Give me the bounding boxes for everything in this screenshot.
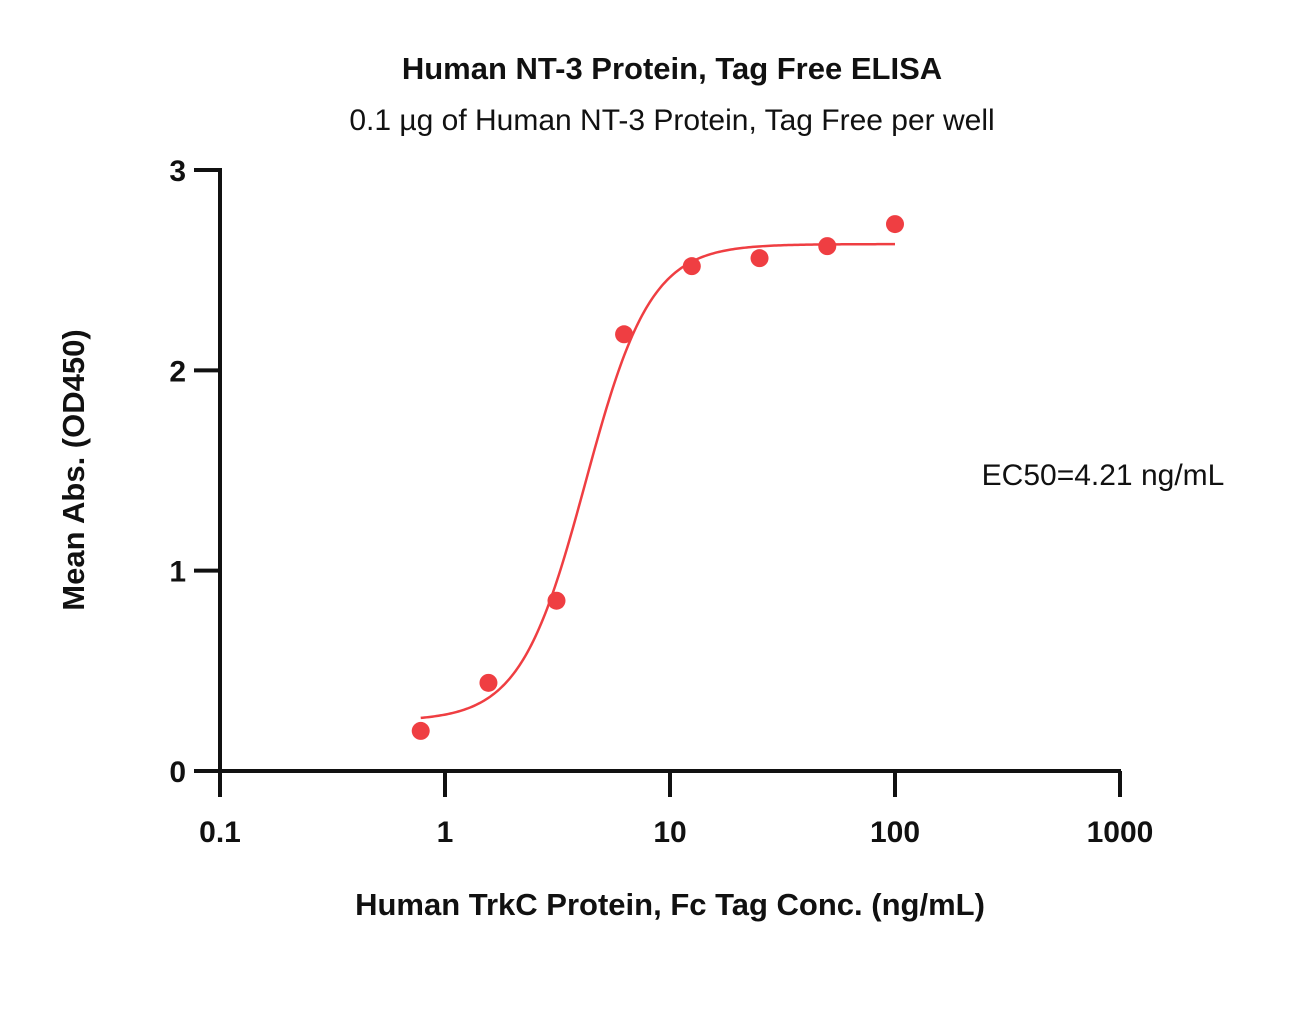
data-point [411, 721, 430, 740]
fit-curve [420, 242, 895, 720]
data-point [615, 325, 634, 344]
x-tick-label: 1000 [1087, 816, 1154, 849]
x-tick-label: 0.1 [199, 816, 241, 849]
data-point [750, 249, 769, 268]
x-tick-label: 1 [437, 816, 454, 849]
y-axis-ticks: 0 1 2 3 [169, 155, 220, 789]
y-axis-label: Mean Abs. (OD450) [56, 329, 91, 610]
data-point [886, 215, 904, 234]
data-point [818, 237, 837, 256]
y-tick-label: 1 [169, 556, 186, 589]
x-tick-label: 10 [653, 816, 686, 849]
x-tick-label: 100 [870, 816, 920, 849]
x-axis-ticks: 0.1 1 10 100 1000 [199, 771, 1153, 849]
y-tick-label: 2 [169, 355, 186, 388]
y-tick-label: 3 [169, 155, 186, 188]
chart-subtitle: 0.1 µg of Human NT-3 Protein, Tag Free p… [349, 104, 994, 137]
ec50-annotation: EC50=4.21 ng/mL [982, 459, 1225, 492]
data-point [479, 673, 498, 692]
chart-title: Human NT-3 Protein, Tag Free ELISA [402, 51, 942, 86]
data-points [411, 215, 904, 740]
data-point [547, 591, 566, 610]
y-tick-label: 0 [169, 756, 186, 789]
data-point [682, 257, 701, 276]
x-axis-label: Human TrkC Protein, Fc Tag Conc. (ng/mL) [355, 887, 985, 922]
